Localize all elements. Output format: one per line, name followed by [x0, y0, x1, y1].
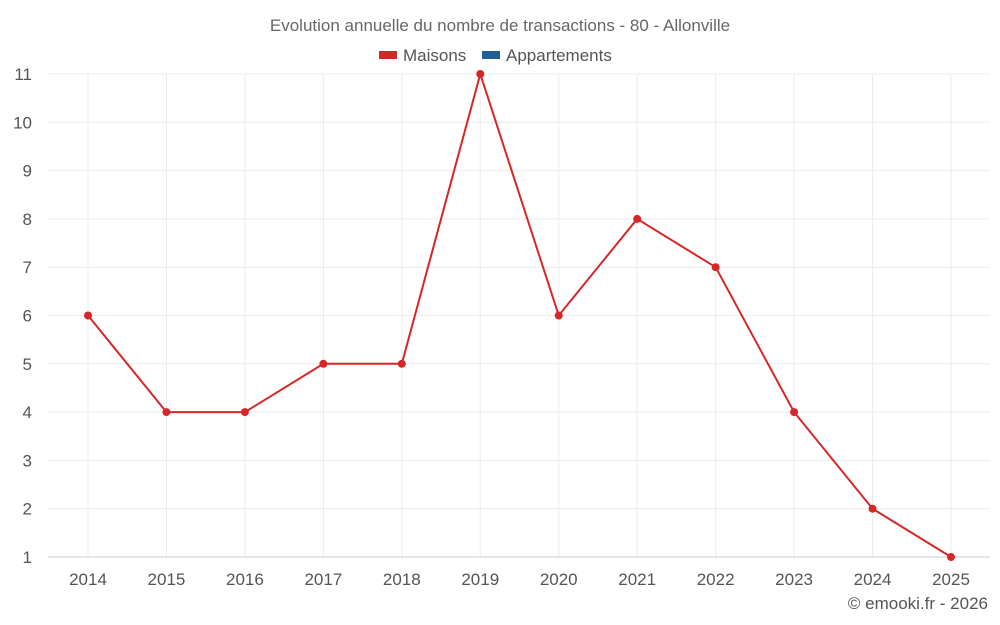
x-tick-label: 2017 [304, 570, 342, 589]
y-tick-label: 2 [23, 500, 32, 519]
legend-item-appartements[interactable]: Appartements [482, 46, 612, 65]
x-tick-label: 2021 [618, 570, 656, 589]
data-point-maisons[interactable] [711, 263, 720, 272]
data-point-maisons[interactable] [633, 214, 642, 223]
series-maisons [84, 70, 955, 561]
x-tick-label: 2024 [854, 570, 892, 589]
legend-label-appartements: Appartements [506, 46, 612, 65]
data-point-maisons[interactable] [554, 311, 563, 320]
y-tick-label: 4 [23, 403, 32, 422]
y-tick-label: 9 [23, 162, 32, 181]
x-tick-label: 2015 [148, 570, 186, 589]
legend-label-maisons: Maisons [403, 46, 466, 65]
y-tick-label: 5 [23, 355, 32, 374]
data-point-maisons[interactable] [947, 553, 955, 561]
y-tick-label: 8 [23, 210, 32, 229]
y-tick-label: 3 [23, 451, 32, 470]
data-point-maisons[interactable] [476, 70, 485, 78]
data-point-maisons[interactable] [84, 311, 92, 320]
x-tick-label: 2018 [383, 570, 421, 589]
y-tick-label: 1 [23, 548, 32, 567]
chart-title: Evolution annuelle du nombre de transact… [270, 16, 730, 35]
series-line-maisons [87, 70, 952, 558]
legend-swatch-appartements [482, 51, 500, 59]
y-tick-label: 7 [23, 258, 32, 277]
data-point-maisons[interactable] [319, 359, 328, 368]
y-tick-label: 10 [13, 113, 32, 132]
y-axis-ticks: 1 2 3 4 5 6 7 8 9 10 11 [13, 65, 32, 567]
credit-text: © emooki.fr - 2026 [848, 594, 988, 613]
y-tick-label: 6 [23, 307, 32, 326]
y-tick-label: 11 [14, 65, 32, 84]
data-point-maisons[interactable] [790, 408, 799, 417]
x-tick-label: 2016 [226, 570, 264, 589]
data-point-maisons[interactable] [240, 408, 249, 417]
data-point-maisons[interactable] [868, 504, 877, 513]
legend-item-maisons[interactable]: Maisons [379, 46, 466, 65]
x-tick-label: 2023 [775, 570, 813, 589]
data-point-maisons[interactable] [162, 408, 171, 417]
legend: Maisons Appartements [379, 46, 612, 65]
legend-swatch-maisons [379, 51, 397, 59]
data-point-maisons[interactable] [397, 359, 406, 368]
x-tick-label: 2020 [540, 570, 578, 589]
x-axis-ticks: 2014 2015 2016 2017 2018 2019 2020 2021 2022 2023… [69, 570, 970, 589]
grid [48, 73, 990, 558]
x-tick-label: 2014 [69, 570, 107, 589]
x-tick-label: 2019 [461, 570, 499, 589]
x-tick-label: 2022 [697, 570, 735, 589]
x-tick-label: 2025 [932, 570, 970, 589]
